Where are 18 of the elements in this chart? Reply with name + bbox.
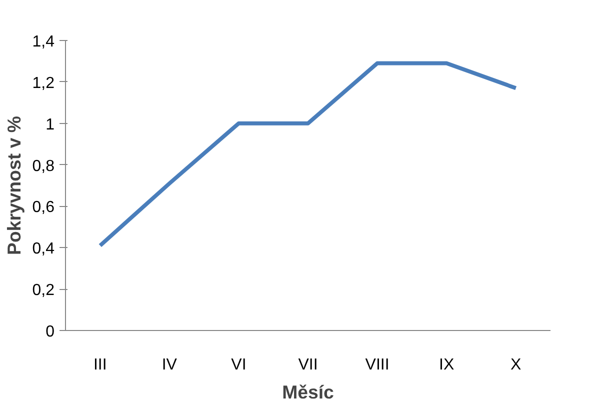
y-tick-label: 1,2: [32, 74, 55, 92]
y-tick-label: 1,4: [32, 34, 55, 50]
y-tick-label: 0,6: [32, 199, 55, 216]
x-tick-label: III: [93, 356, 107, 374]
x-axis-title: Měsíc: [282, 382, 334, 402]
y-axis-title: Pokryvnost v %: [3, 116, 24, 255]
y-tick-label: 0,8: [32, 158, 55, 175]
x-tick-label: IV: [162, 356, 178, 374]
line-series: [98, 61, 518, 248]
x-tick-label: VI: [231, 356, 246, 374]
x-tick-label: X: [510, 356, 522, 374]
x-tick-label: VII: [298, 356, 318, 374]
x-tick-label: IX: [439, 356, 454, 374]
y-tick-label: 0,4: [32, 240, 55, 258]
x-tick-label: VIII: [365, 356, 390, 374]
y-tick-label: 1: [46, 116, 55, 134]
y-tick-label: 0,2: [32, 282, 55, 300]
y-tick-label: 0: [46, 324, 55, 340]
